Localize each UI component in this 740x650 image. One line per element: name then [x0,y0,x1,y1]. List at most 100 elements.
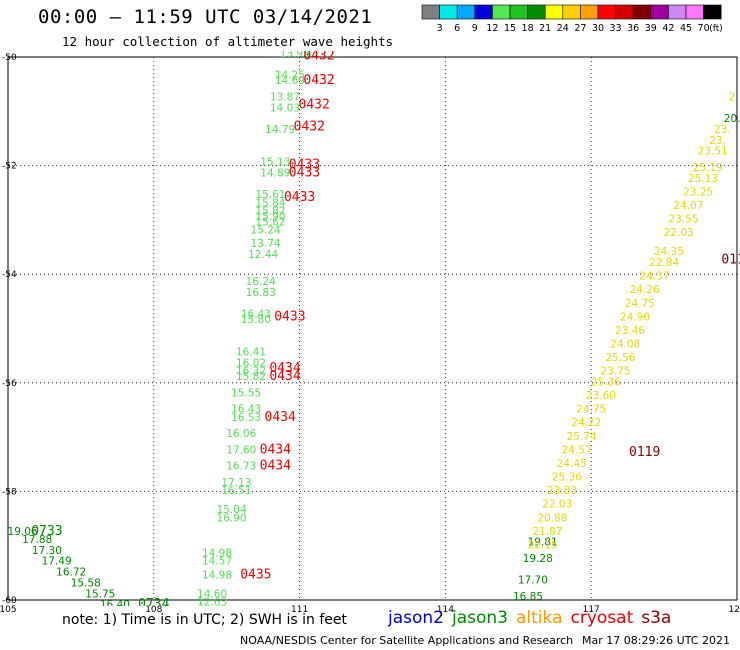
wave-height-label: 14.98 [202,569,232,581]
wave-height-label: 16.41 [236,347,266,359]
pass-time-label: 0434 [269,361,300,376]
wave-height-label: 16.43 [241,309,271,321]
wave-height-label: 23. [709,135,726,147]
legend-swatch [703,4,722,20]
pass-time-label: 0118 [721,252,740,267]
satellite-altika-label: altika [516,608,563,628]
wave-height-label: 23.75 [600,366,630,378]
wave-height-label: 12.63 [197,596,227,608]
wave-height-label: 22.03 [664,227,694,239]
pass-time-label: 0434 [260,442,291,457]
wave-height-label: 15.62 [255,216,285,228]
wave-height-label: 24.08 [610,339,640,351]
wave-height-label: 17.88 [22,534,52,546]
wave-height-label: 23.55 [669,214,699,226]
satellite-jason3-label: jason3 [452,608,508,628]
wave-height-label: 23.46 [615,325,645,337]
wave-height-label: 25.36 [552,472,582,484]
wave-height-label: 15.58 [71,577,101,589]
wave-height-label: 16.72 [56,567,86,579]
footer-timestamp: Mar 17 08:29:26 UTC 2021 [582,634,730,647]
wave-height-label: 20. [724,113,740,125]
chart-title: 00:00 — 11:59 UTC 03/14/2021 [38,6,373,28]
wave-height-label: 16.06 [226,428,256,440]
wave-height-label: 12.44 [248,249,278,261]
color-scale-legend: 3 6 9 12 15 18 21 24 27 30 33 36 39 42 45 70 (ft) [421,4,723,34]
wave-height-label: 24.22 [571,417,601,429]
wave-height-label: 13.87 [270,91,300,103]
wave-height-label: 19.28 [523,553,553,565]
satellite-s3a-label: s3a [641,608,672,628]
x-tick-label: 105 [0,605,17,615]
pass-time-label: 0433 [274,309,305,324]
wave-height-label: 19.81 [528,537,558,549]
wave-height-label: 24.90 [620,311,650,323]
satellite-legend: jason2 jason3 altika cryosat s3a [388,608,679,628]
wave-height-label: 16.43 [231,404,261,416]
pass-time-label: 0432 [303,73,334,88]
wave-height-label: 14.25 [275,70,305,82]
pass-time-label: 0434 [269,369,300,384]
wave-height-label: 17.70 [518,575,548,587]
wave-height-label: 17.30 [32,545,62,557]
wave-height-label: 17.60 [226,444,256,456]
wave-height-label: 24.45 [557,458,587,470]
legend-tick-label: 27 [574,23,586,34]
wave-height-label: 14.98 [202,548,232,560]
legend-tick-label: 30 [592,23,604,34]
legend-tick-label: 39 [645,23,657,34]
wave-height-label: 25.74 [566,431,596,443]
pass-time-label: 0434 [265,410,296,425]
wave-height-label: 25.56 [605,352,635,364]
wave-height-label: 15.80 [241,314,271,326]
legend-unit-label: (ft) [709,24,723,34]
footer-credit: NOAA/NESDIS Center for Satellite Applica… [240,634,574,647]
wave-height-label: 2 [729,91,736,103]
wave-height-label: 16.24 [246,276,276,288]
wave-height-label: 15.61 [255,189,285,201]
wave-height-label: 16.02 [236,358,266,370]
wave-height-plot: 105 108 111 114 117 120 -50 -52 -54 -56 -58 -60 13.9… [0,48,740,615]
wave-height-label: 16.90 [217,512,247,524]
wave-height-label: 19.06 [8,526,38,538]
legend-tick-label: 9 [472,23,478,34]
wave-height-label: 15.82 [255,205,285,217]
y-tick-label: -60 [2,596,17,606]
wave-height-label: 15.24 [251,224,281,236]
legend-tick-label: 21 [539,23,551,34]
wave-height-label: 23.83 [547,485,577,497]
wave-height-label: 20.88 [537,512,567,524]
wave-height-label: 14.69 [275,75,305,87]
wave-height-label: 14.60 [197,588,227,600]
x-tick-label: 108 [145,605,162,615]
y-tick-label: -52 [2,162,17,172]
x-tick-label: 117 [583,605,600,615]
wave-height-label: 14.79 [265,124,295,136]
wave-height-label: 23.51 [698,146,728,158]
wave-height-label: 24.57 [562,444,592,456]
wave-height-label: 16.73 [226,461,256,473]
wave-height-label: 15.55 [231,387,261,399]
pass-time-label: 0733 [31,524,62,539]
wave-height-label: 16.85 [513,591,543,603]
legend-tick-label: 42 [662,23,674,34]
wave-height-label: 21.87 [532,526,562,538]
legend-tick-label: 6 [454,23,460,34]
legend-tick-label: 15 [504,23,516,34]
wave-height-label: 14.03 [270,102,300,114]
wave-height-label: 13.98 [280,48,310,60]
pass-time-label: 0734 [138,597,169,612]
wave-height-label: 16.53 [231,412,261,424]
wave-height-label: 14.57 [202,556,232,568]
pass-time-label: 0435 [240,567,271,582]
pass-time-label: 0119 [629,445,660,460]
wave-height-label: 24.07 [673,200,703,212]
wave-height-label: 15.75 [85,588,115,600]
wave-height-label: 15.90 [255,211,285,223]
wave-height-label: 23.25 [683,186,713,198]
wave-height-label: 16.40 [100,599,130,611]
wave-height-label: 16.83 [246,287,276,299]
pass-time-label: 0432 [294,119,325,134]
wave-height-label: 24.37 [639,271,669,283]
wave-height-label: 15.84 [255,197,285,209]
